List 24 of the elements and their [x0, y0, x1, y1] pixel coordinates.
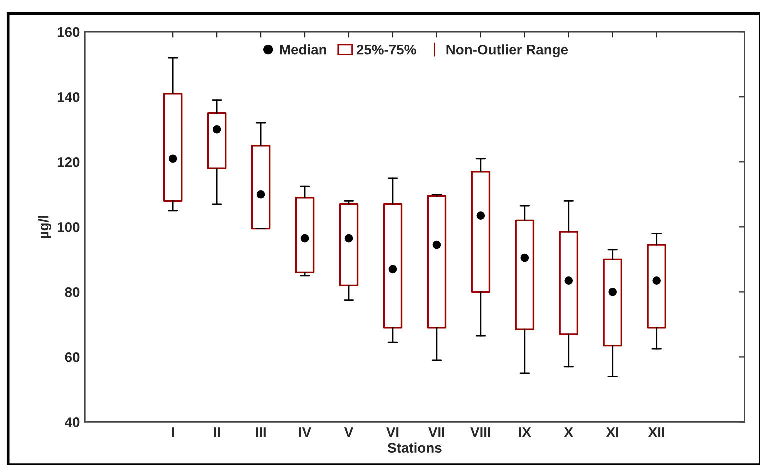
y-tick-label: 100	[58, 222, 80, 232]
x-tick-label: V	[344, 428, 354, 438]
y-tick-label: 160	[58, 27, 80, 38]
y-tick-label: 40	[65, 418, 80, 428]
y-tick-label: 120	[58, 157, 80, 168]
y-tick-label: 60	[65, 352, 80, 362]
annotation: Median	[280, 44, 326, 55]
legend-label: 25%-75%	[356, 44, 416, 55]
x-tick-label: VIII	[470, 428, 490, 438]
x-tick-label: IX	[519, 428, 532, 438]
x-tick-label: XI	[606, 428, 618, 438]
y-tick-label: 80	[65, 288, 80, 298]
y-axis-title: µg/l	[38, 216, 52, 238]
y-tick-label: 140	[58, 92, 80, 102]
x-tick-label: I	[172, 428, 174, 438]
x-tick-label: III	[256, 428, 266, 438]
x-tick-label: IV	[299, 428, 312, 438]
x-tick-label: X	[564, 428, 574, 438]
x-tick-label: VI	[386, 428, 399, 438]
x-tick-label: XII	[648, 428, 664, 438]
x-tick-label: VII	[428, 428, 445, 438]
x-tick-label: II	[214, 428, 220, 438]
x-axis-title: Stations	[388, 442, 442, 454]
annotation: Non-Outlier Range	[446, 44, 568, 58]
